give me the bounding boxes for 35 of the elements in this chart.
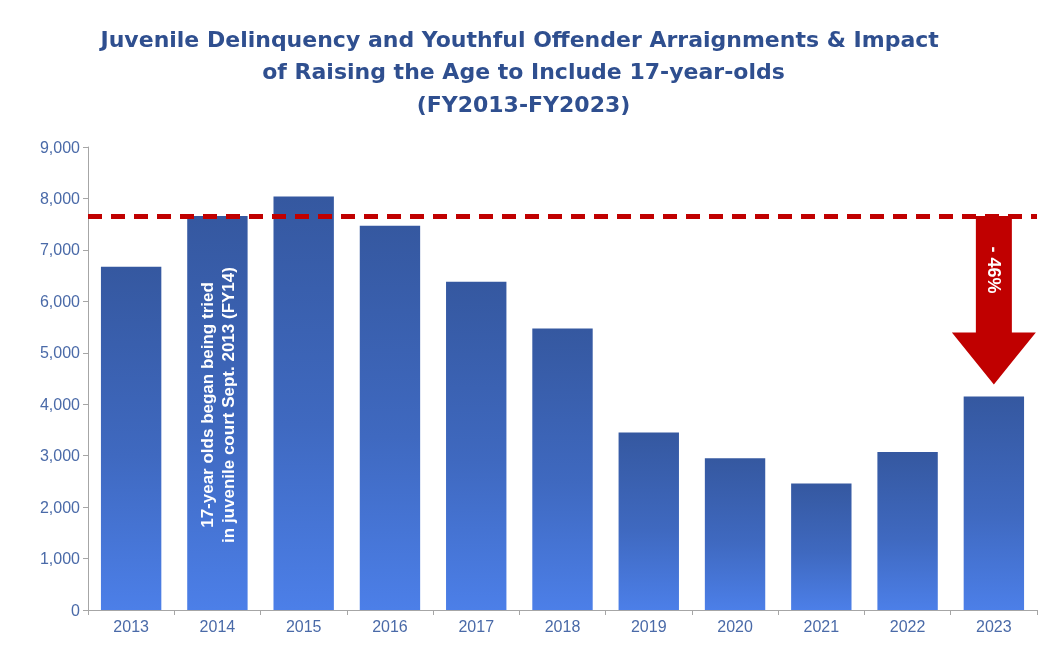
x-tick-label: 2019 bbox=[630, 617, 667, 635]
chart-subtitle: (FY2013-FY2023) bbox=[416, 91, 631, 117]
x-tick-label: 2016 bbox=[372, 617, 408, 635]
bar bbox=[532, 328, 593, 610]
bar bbox=[963, 396, 1025, 610]
x-tick-label: 2021 bbox=[803, 617, 840, 635]
x-tick-label: 2017 bbox=[458, 617, 495, 635]
y-tick-label: 1,000 bbox=[39, 550, 81, 568]
x-tick-label: 2020 bbox=[717, 617, 753, 635]
bar bbox=[877, 452, 938, 610]
bar bbox=[704, 458, 766, 610]
bar bbox=[446, 281, 507, 610]
x-tick-label: 2014 bbox=[199, 617, 236, 635]
y-tick-label: 8,000 bbox=[39, 189, 81, 207]
bar bbox=[359, 225, 421, 610]
x-tick-label: 2018 bbox=[544, 617, 581, 635]
y-tick-label: 3,000 bbox=[39, 447, 81, 465]
x-tick-label: 2022 bbox=[889, 617, 926, 635]
annotation: - 46% bbox=[983, 246, 1004, 294]
y-tick-label: 6,000 bbox=[39, 292, 81, 310]
x-tick-label: 2015 bbox=[285, 617, 322, 635]
bar bbox=[100, 266, 162, 610]
y-tick-label: 0 bbox=[71, 601, 81, 619]
y-tick-label: 2,000 bbox=[39, 498, 81, 516]
bar bbox=[791, 483, 852, 610]
y-tick-label: 9,000 bbox=[39, 138, 81, 156]
y-tick-label: 5,000 bbox=[39, 344, 81, 362]
annotation: 17-year olds began being tried in juvenile court Sept. 2013 (FY14) bbox=[198, 267, 238, 543]
chart-title: Juvenile Delinquency and Youthful Offender Arraignments & Impact of Raising the Age to Include 17-year-olds bbox=[98, 26, 947, 84]
x-tick-label: 2023 bbox=[976, 617, 1012, 635]
bar bbox=[618, 432, 679, 610]
bar bbox=[273, 196, 334, 610]
y-tick-label: 4,000 bbox=[39, 395, 81, 413]
y-tick-label: 7,000 bbox=[39, 241, 81, 259]
x-tick-label: 2013 bbox=[113, 617, 150, 635]
